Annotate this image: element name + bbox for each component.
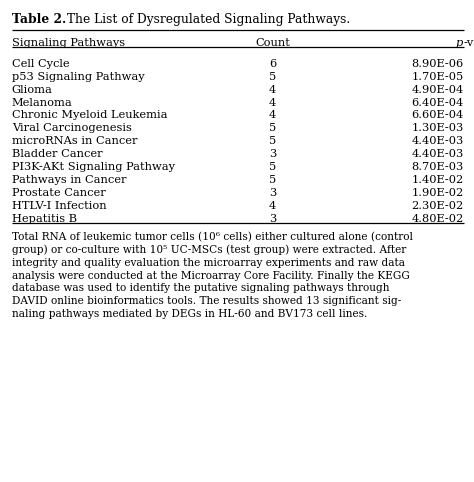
Text: Chronic Myeloid Leukemia: Chronic Myeloid Leukemia <box>12 110 167 120</box>
Text: 3: 3 <box>269 188 276 198</box>
Text: Pathways in Cancer: Pathways in Cancer <box>12 175 127 185</box>
Text: -value: -value <box>463 38 474 48</box>
Text: 2.30E-02: 2.30E-02 <box>411 201 464 211</box>
Text: database was used to identify the putative signaling pathways through: database was used to identify the putati… <box>12 283 389 294</box>
Text: Total RNA of leukemic tumor cells (10⁶ cells) either cultured alone (control: Total RNA of leukemic tumor cells (10⁶ c… <box>12 232 413 242</box>
Text: 4: 4 <box>269 85 276 94</box>
Text: microRNAs in Cancer: microRNAs in Cancer <box>12 136 137 147</box>
Text: DAVID online bioinformatics tools. The results showed 13 significant sig-: DAVID online bioinformatics tools. The r… <box>12 296 401 307</box>
Text: 1.40E-02: 1.40E-02 <box>411 175 464 185</box>
Text: group) or co-culture with 10⁵ UC-MSCs (test group) were extracted. After: group) or co-culture with 10⁵ UC-MSCs (t… <box>12 245 406 255</box>
Text: 6.40E-04: 6.40E-04 <box>411 97 464 107</box>
Text: 6.60E-04: 6.60E-04 <box>411 110 464 120</box>
Text: Hepatitis B: Hepatitis B <box>12 214 77 224</box>
Text: Bladder Cancer: Bladder Cancer <box>12 149 102 159</box>
Text: p: p <box>456 38 463 48</box>
Text: 4: 4 <box>269 97 276 107</box>
Text: 4: 4 <box>269 110 276 120</box>
Text: 3: 3 <box>269 149 276 159</box>
Text: Prostate Cancer: Prostate Cancer <box>12 188 106 198</box>
Text: 5: 5 <box>269 123 276 134</box>
Text: 1.90E-02: 1.90E-02 <box>411 188 464 198</box>
Text: 5: 5 <box>269 175 276 185</box>
Text: 8.70E-03: 8.70E-03 <box>411 162 464 172</box>
Text: Melanoma: Melanoma <box>12 97 73 107</box>
Text: Table 2.: Table 2. <box>12 13 66 26</box>
Text: 1.30E-03: 1.30E-03 <box>411 123 464 134</box>
Text: analysis were conducted at the Microarray Core Facility. Finally the KEGG: analysis were conducted at the Microarra… <box>12 270 410 281</box>
Text: integrity and quality evaluation the microarray experiments and raw data: integrity and quality evaluation the mic… <box>12 257 405 268</box>
Text: naling pathways mediated by DEGs in HL-60 and BV173 cell lines.: naling pathways mediated by DEGs in HL-6… <box>12 309 367 319</box>
Text: 4.40E-03: 4.40E-03 <box>411 136 464 147</box>
Text: 4.90E-04: 4.90E-04 <box>411 85 464 94</box>
Text: 4: 4 <box>269 201 276 211</box>
Text: The List of Dysregulated Signaling Pathways.: The List of Dysregulated Signaling Pathw… <box>63 13 350 26</box>
Text: HTLV-I Infection: HTLV-I Infection <box>12 201 107 211</box>
Text: 4.40E-03: 4.40E-03 <box>411 149 464 159</box>
Text: 5: 5 <box>269 136 276 147</box>
Text: 5: 5 <box>269 162 276 172</box>
Text: Cell Cycle: Cell Cycle <box>12 59 70 69</box>
Text: p53 Signaling Pathway: p53 Signaling Pathway <box>12 72 145 82</box>
Text: 1.70E-05: 1.70E-05 <box>411 72 464 82</box>
Text: 5: 5 <box>269 72 276 82</box>
Text: 8.90E-06: 8.90E-06 <box>411 59 464 69</box>
Text: PI3K-AKt Signaling Pathway: PI3K-AKt Signaling Pathway <box>12 162 175 172</box>
Text: Glioma: Glioma <box>12 85 53 94</box>
Text: Viral Carcinogenesis: Viral Carcinogenesis <box>12 123 132 134</box>
Text: Count: Count <box>255 38 290 48</box>
Text: 4.80E-02: 4.80E-02 <box>411 214 464 224</box>
Text: Signaling Pathways: Signaling Pathways <box>12 38 125 48</box>
Text: 3: 3 <box>269 214 276 224</box>
Text: 6: 6 <box>269 59 276 69</box>
